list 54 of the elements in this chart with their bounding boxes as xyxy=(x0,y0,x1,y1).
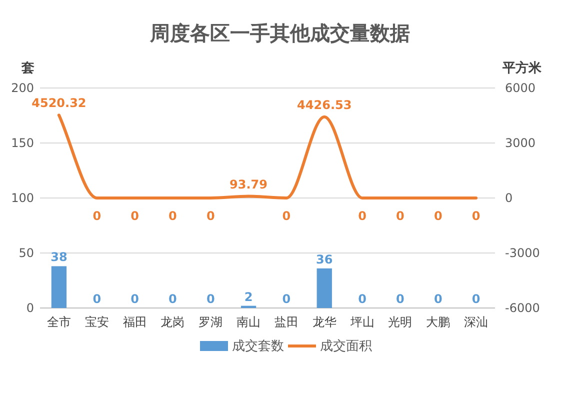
y-tick-label: 0 xyxy=(26,301,34,315)
data-label: 38 xyxy=(50,250,68,264)
x-tick-label: 全市 xyxy=(46,315,71,329)
x-tick-label: 罗湖 xyxy=(198,315,223,329)
line-series xyxy=(57,114,478,200)
data-label: 0 xyxy=(92,292,102,306)
y2-tick-label: 3000 xyxy=(505,136,536,150)
x-tick-label: 光明 xyxy=(388,315,412,329)
data-label: 0 xyxy=(206,292,215,306)
data-label: 0 xyxy=(92,209,102,223)
data-label: 0 xyxy=(434,292,442,306)
y2-axis-title: 平方米 xyxy=(502,60,542,76)
data-label: 0 xyxy=(396,292,404,306)
data-label: 0 xyxy=(434,209,442,223)
x-tick-label: 龙岗 xyxy=(160,315,185,329)
x-tick-label: 宝安 xyxy=(84,315,109,329)
chart-title: 周度各区一手其他成交量数据 xyxy=(149,21,410,45)
y-tick-label: 100 xyxy=(11,191,34,205)
data-label: 0 xyxy=(282,292,291,306)
data-label: 0 xyxy=(396,209,404,223)
data-label: 0 xyxy=(206,209,215,223)
data-label: 0 xyxy=(130,292,139,306)
y2-tick-label: -6000 xyxy=(505,301,540,315)
x-tick-label: 坪山 xyxy=(349,315,374,329)
bar xyxy=(51,266,67,308)
legend-label: 成交套数 xyxy=(232,338,284,354)
x-tick-label: 盐田 xyxy=(274,315,298,329)
y2-tick-label: -3000 xyxy=(505,246,540,260)
data-label: 0 xyxy=(168,292,177,306)
data-label: 0 xyxy=(472,292,480,306)
data-label: 0 xyxy=(130,209,139,223)
x-tick-label: 福田 xyxy=(122,315,147,329)
y-axis-title: 套 xyxy=(20,61,34,76)
x-tick-label: 大鹏 xyxy=(426,315,450,329)
legend-label: 成交面积 xyxy=(320,338,372,354)
data-label: 0 xyxy=(282,209,291,223)
data-label: 0 xyxy=(358,209,366,223)
y-tick-label: 150 xyxy=(11,136,34,150)
x-tick-label: 南山 xyxy=(236,315,261,329)
y2-tick-label: 0 xyxy=(505,191,513,205)
data-label: 0 xyxy=(168,209,177,223)
bar xyxy=(316,268,332,308)
data-label: 4426.53 xyxy=(297,98,352,112)
data-label: 0 xyxy=(358,292,366,306)
data-label: 2 xyxy=(244,290,253,304)
data-label: 36 xyxy=(316,252,333,266)
x-tick-label: 深汕 xyxy=(464,315,488,329)
x-tick-label: 龙华 xyxy=(312,315,336,329)
data-label: 93.79 xyxy=(230,177,268,192)
y-tick-label: 50 xyxy=(18,246,34,260)
y2-tick-label: 6000 xyxy=(505,81,536,95)
y-tick-label: 200 xyxy=(11,81,34,95)
data-label: 0 xyxy=(472,209,480,223)
data-label: 4520.32 xyxy=(32,96,86,110)
